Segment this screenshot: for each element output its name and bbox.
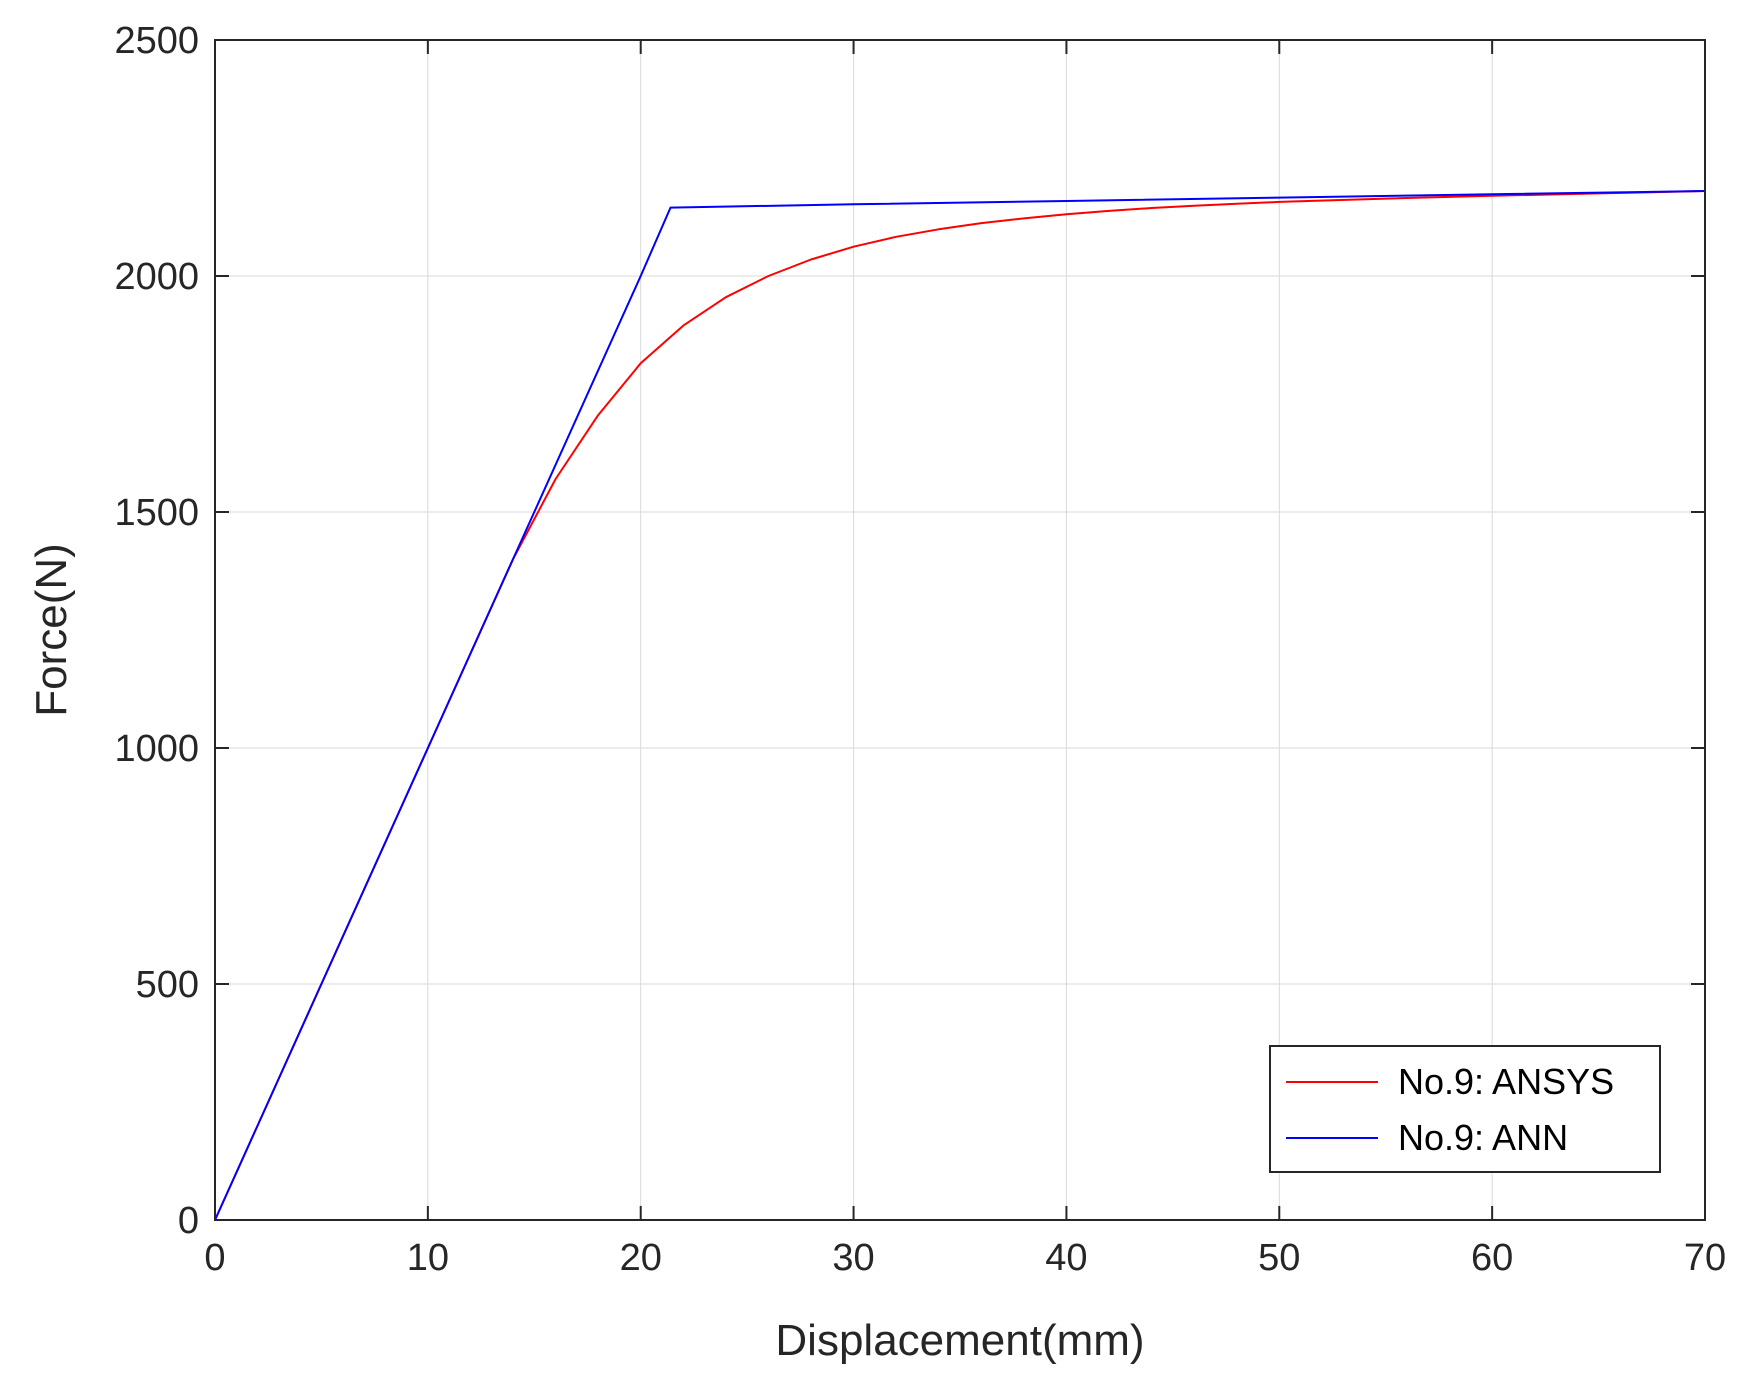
legend-box [1269,1045,1661,1173]
y-tick-label: 2000 [114,256,199,298]
x-tick-label: 10 [407,1237,449,1279]
y-tick-label: 1500 [114,492,199,534]
y-tick-label: 1000 [114,728,199,770]
x-tick-label: 0 [204,1237,225,1279]
x-tick-label: 60 [1471,1237,1513,1279]
x-tick-label: 50 [1258,1237,1300,1279]
series-line [214,190,1706,1221]
x-axis-label: Displacement(mm) [775,1316,1144,1365]
y-axis-label: Force(N) [27,543,76,717]
plot-frame [214,39,1706,1221]
x-tick-label: 20 [620,1237,662,1279]
y-tick-label: 0 [178,1200,199,1242]
axis-ticks: 0 10 20 30 40 50 60 70 0 500 1000 1500 2000 2500 [114,20,1726,1279]
x-tick-label: 30 [832,1237,874,1279]
x-tick-label: 40 [1045,1237,1087,1279]
plot-area [215,40,1705,1220]
y-tick-label: 500 [136,964,199,1006]
x-tick-label: 70 [1684,1237,1726,1279]
legend-entry: No.9: ANN [1398,1117,1568,1158]
legend-entry: No.9: ANSYS [1398,1061,1614,1102]
y-tick-label: 2500 [114,20,199,62]
series-lines [214,190,1706,1221]
legend: No.9: ANSYS No.9: ANN [1269,1045,1661,1173]
